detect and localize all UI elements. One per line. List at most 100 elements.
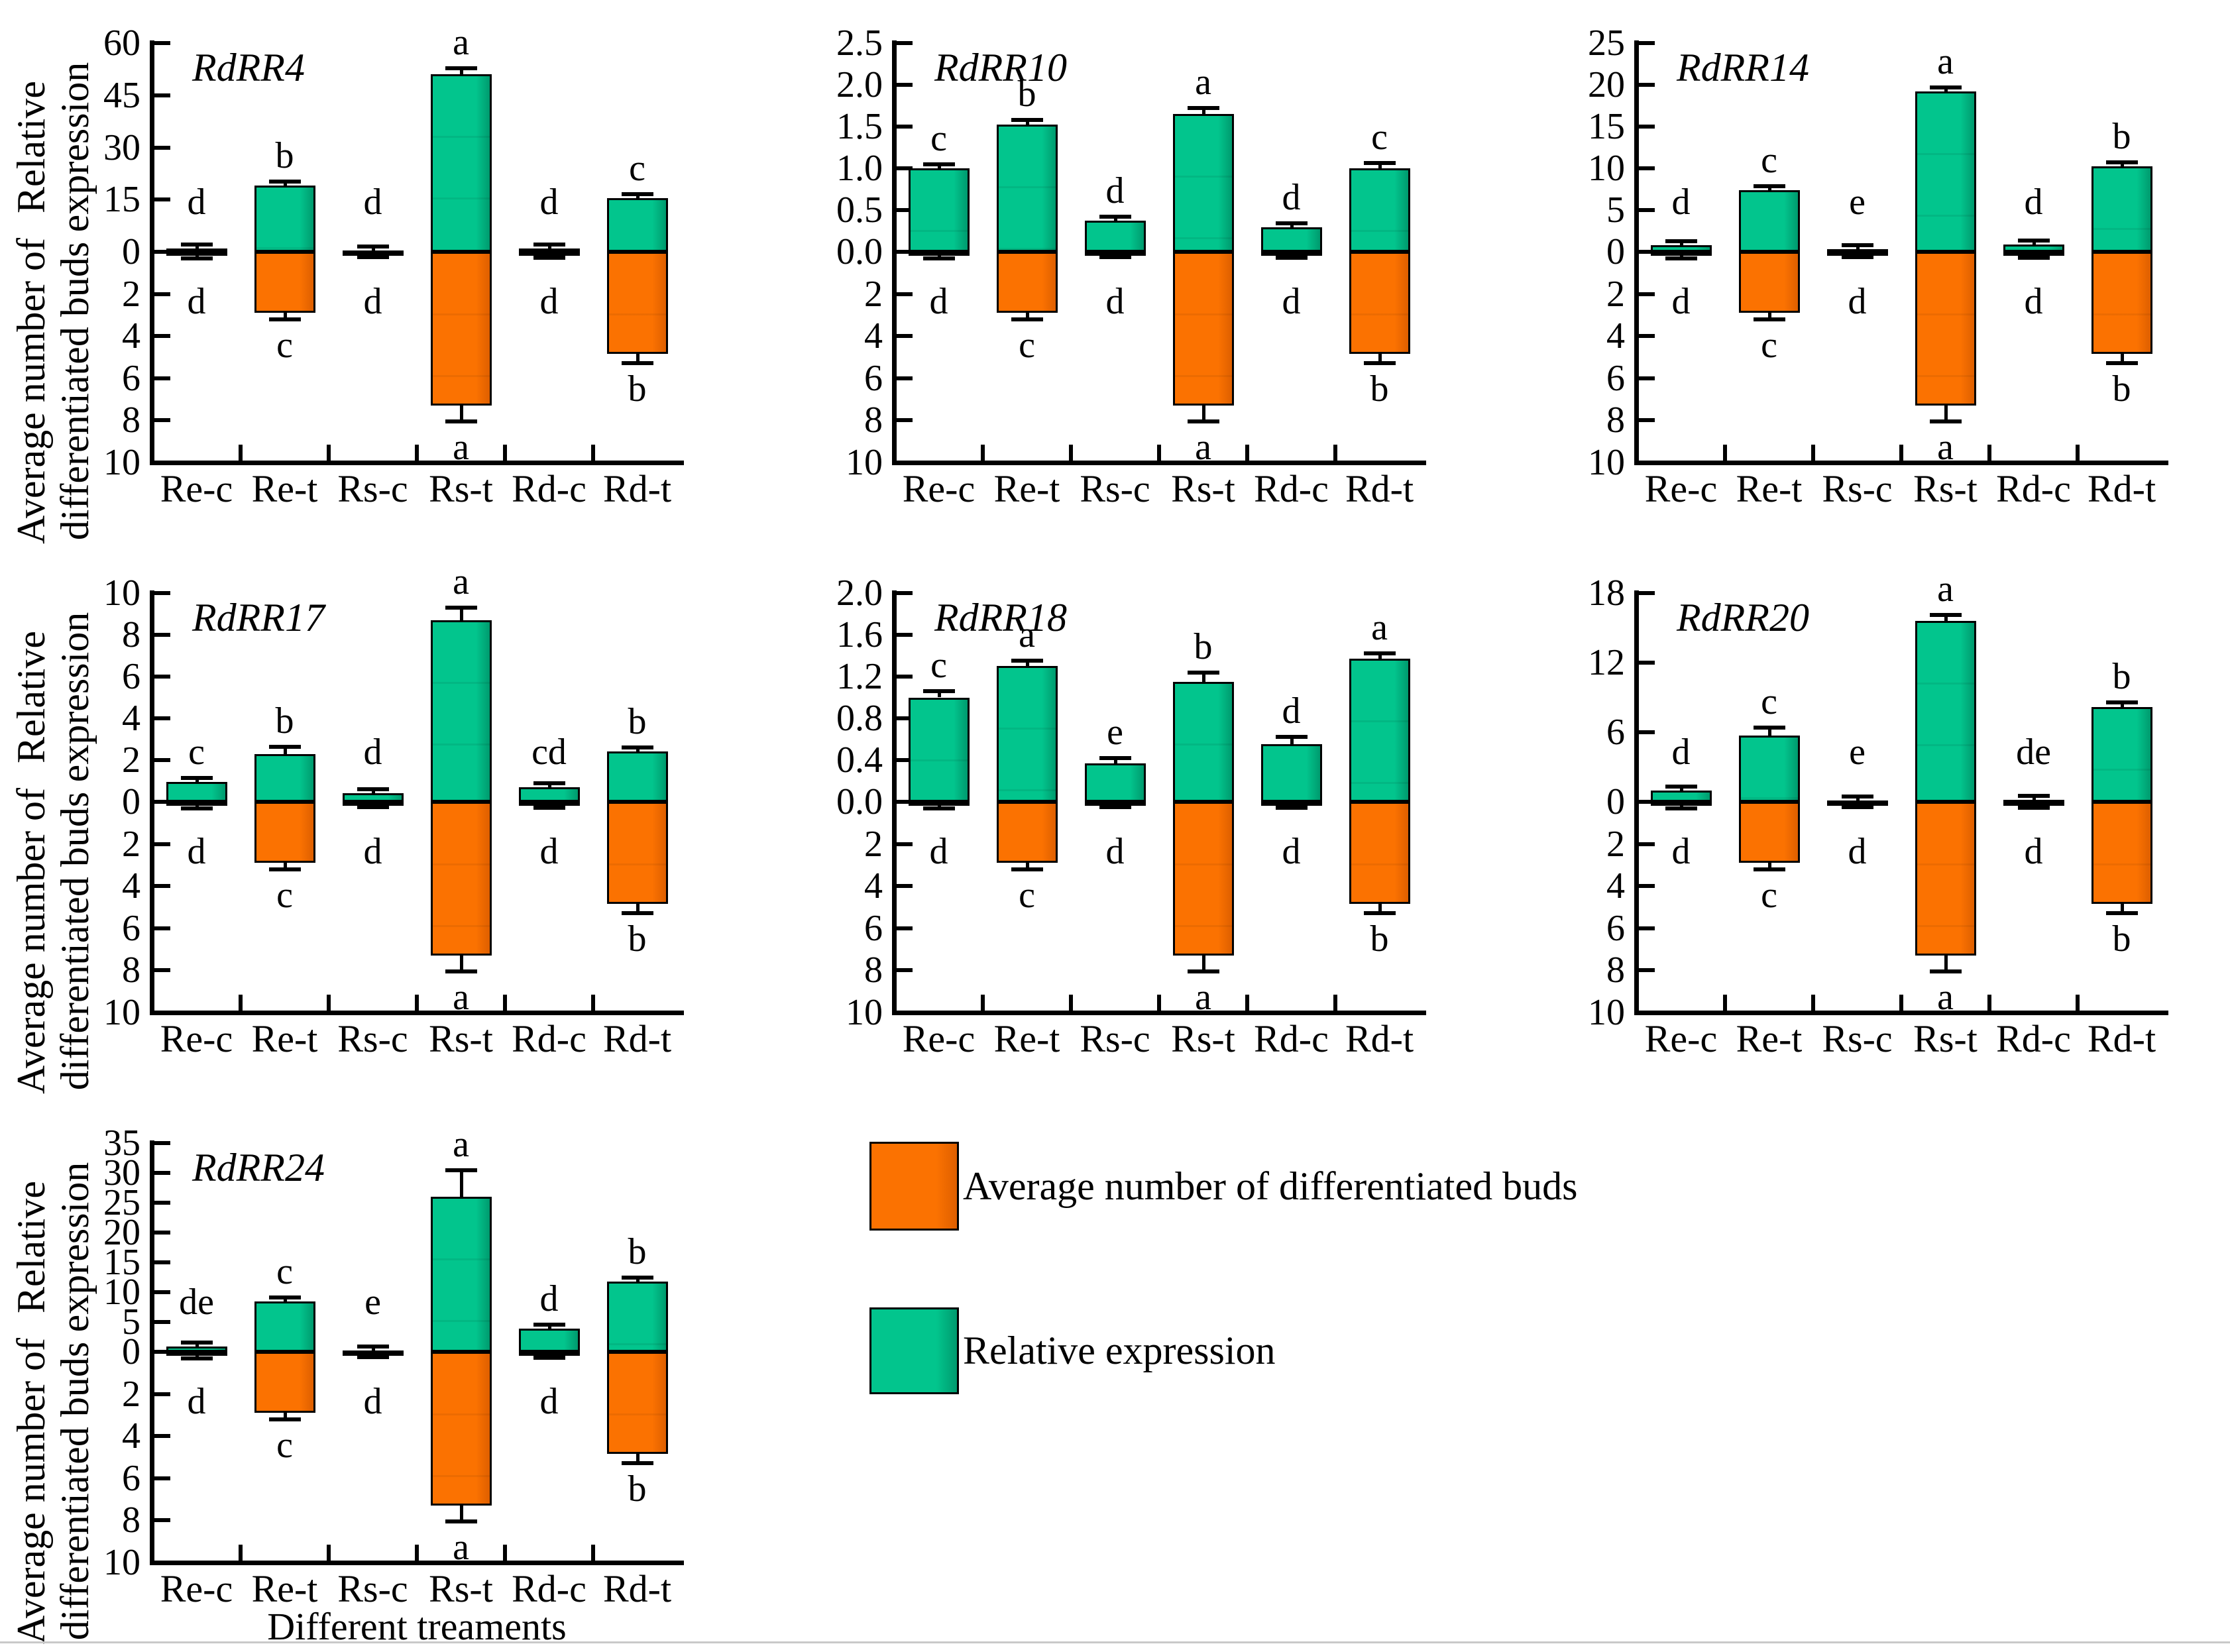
error-bar-up (2032, 795, 2036, 800)
y-tick (154, 884, 170, 889)
error-bar-up (636, 193, 640, 198)
error-bar-cap-down (180, 256, 213, 260)
y-tick-label: 25 (103, 1182, 140, 1223)
category-label: Rs-c (337, 467, 408, 510)
error-bar-cap-up (1187, 106, 1219, 111)
expression-bar (996, 125, 1058, 252)
category-label: Rd-t (602, 1017, 672, 1060)
x-tick (1987, 995, 1991, 1011)
y-tick (154, 197, 170, 202)
error-bar-down (636, 1453, 640, 1463)
y-tick (154, 1201, 170, 1205)
y-tick (1639, 661, 1655, 665)
error-bar-up (547, 783, 551, 787)
y-axis (1634, 40, 1639, 465)
error-bar-cap-down (1187, 969, 1219, 973)
sig-letter-top: b (2112, 116, 2131, 158)
chart-title: RdRR18 (934, 596, 1067, 639)
error-bar-up (1201, 108, 1205, 115)
y-tick-label: 10 (103, 1272, 140, 1313)
y-tick-label: 2 (1606, 273, 1625, 315)
chart-title: RdRR4 (192, 46, 305, 89)
y-tick (154, 675, 170, 679)
y-tick-label: 5 (122, 1301, 140, 1343)
x-tick (327, 995, 331, 1011)
x-tick (2076, 445, 2080, 461)
sig-letter-top: d (1671, 182, 1691, 223)
y-tick-label: 2 (864, 273, 883, 315)
y-tick-label: 8 (122, 1500, 140, 1541)
buds-bar (1915, 252, 1976, 406)
y-tick (1639, 418, 1655, 423)
error-bar-up (1856, 797, 1860, 800)
chart-RdRR18: 2.0 1.6 1.2 0.8 0.4 0.0 2 4 6 8 10 RdRR18 c d Re-c a c Re… (742, 550, 1484, 1100)
y-tick-label: 8 (122, 614, 140, 655)
error-bar-cap-up (268, 1295, 301, 1299)
sig-letter-bottom: c (276, 324, 293, 366)
error-bar-down (636, 353, 640, 363)
category-label: Rd-c (512, 1567, 586, 1610)
error-bar-up (1025, 119, 1029, 125)
error-bar-cap-down (445, 969, 477, 973)
y-axis (1634, 590, 1639, 1015)
legend-swatch-buds (869, 1142, 959, 1231)
y-tick-label: 8 (864, 400, 883, 441)
legend-label-expression: Relative expression (963, 1329, 1276, 1372)
y-tick-label: 0.5 (836, 190, 883, 231)
category-label: Re-t (993, 1017, 1060, 1060)
error-bar-up (1378, 163, 1382, 168)
error-bar-cap-up (1011, 659, 1043, 663)
error-bar-cap-up (2017, 239, 2050, 243)
error-bar-cap-up (1275, 221, 1308, 226)
x-tick (1987, 445, 1991, 461)
error-bar-cap-down (1929, 419, 1962, 423)
y-tick-label: 10 (846, 992, 883, 1033)
sig-letter-top: de (2016, 732, 2051, 773)
category-label: Rs-t (1171, 1017, 1235, 1060)
sig-letter-top: e (1849, 182, 1866, 223)
x-tick (503, 445, 507, 461)
sig-letter-top: d (187, 182, 206, 223)
sig-letter-top: c (1371, 117, 1388, 158)
error-bar-cap-up (1099, 215, 1131, 219)
buds-bar (1349, 252, 1410, 354)
sig-letter-bottom: d (1282, 281, 1301, 322)
category-label: Re-c (160, 1017, 233, 1060)
y-tick-label: 8 (864, 950, 883, 991)
y-tick (897, 461, 913, 465)
y-tick (154, 633, 170, 637)
sig-letter-bottom: a (1937, 426, 1954, 468)
legend-swatch-expression (869, 1307, 959, 1394)
error-bar-cap-down (1363, 360, 1396, 365)
category-label: Re-t (251, 1017, 318, 1060)
y-tick (1639, 1011, 1655, 1015)
y-tick-label: 0.0 (836, 231, 883, 272)
error-bar-up (283, 746, 287, 754)
error-bar-cap-down (922, 806, 955, 810)
buds-bar (2091, 802, 2152, 904)
sig-letter-top: d (363, 182, 382, 223)
category-label: Re-c (1644, 467, 1718, 510)
buds-bar (430, 1352, 492, 1506)
y-tick-label: 4 (122, 698, 140, 739)
y-tick (154, 716, 170, 720)
sig-letter-bottom: b (1370, 368, 1389, 410)
category-label: Rs-c (1080, 467, 1150, 510)
error-bar-down (1025, 863, 1029, 869)
sig-letter-bottom: d (187, 281, 206, 322)
expression-bar (1260, 744, 1322, 802)
y-tick (154, 250, 170, 254)
expression-bar (1260, 227, 1322, 252)
y-tick-label: 2 (122, 1373, 140, 1415)
y-tick-label: 2 (122, 273, 140, 315)
sig-letter-bottom: d (539, 281, 559, 322)
error-bar-cap-down (268, 867, 301, 871)
y-tick (1639, 250, 1655, 254)
sig-letter-top: c (276, 1250, 293, 1292)
y-tick-label: 2 (1606, 823, 1625, 865)
error-bar-cap-down (1929, 969, 1962, 973)
buds-bar (606, 1352, 668, 1454)
sig-letter-top: d (1671, 732, 1691, 773)
y-tick (1639, 376, 1655, 380)
error-bar-up (1290, 223, 1294, 228)
